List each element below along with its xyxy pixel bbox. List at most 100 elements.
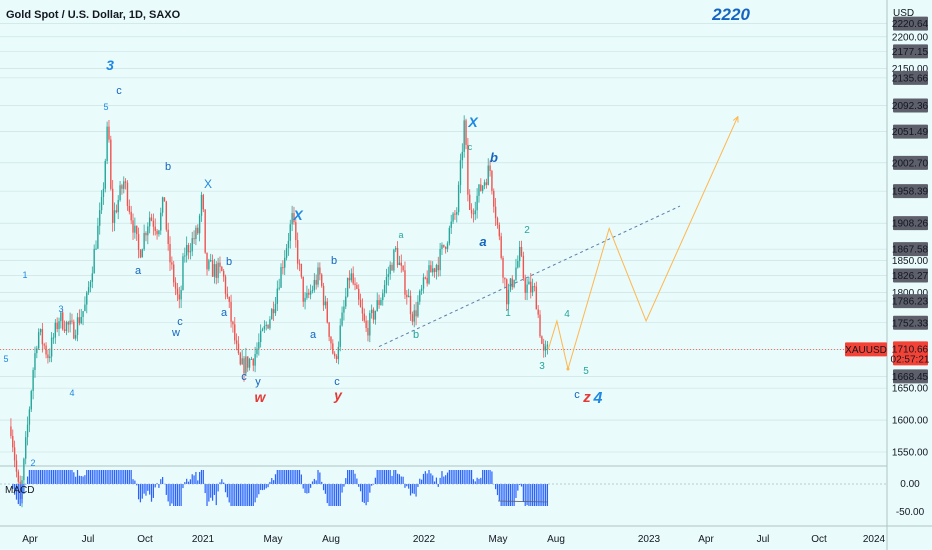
macd-bar — [184, 482, 186, 484]
price-tick-label: 1826.27 — [892, 271, 929, 282]
macd-bar — [84, 475, 86, 484]
candle-body — [450, 221, 452, 228]
candle — [478, 184, 480, 203]
candle — [136, 225, 138, 241]
macd-bar — [376, 470, 378, 484]
candle-body — [543, 343, 545, 351]
price-tick-label: 2002.70 — [892, 158, 929, 169]
macd-bar — [546, 484, 549, 506]
projection-path — [547, 116, 739, 371]
time-tick-label: May — [489, 534, 508, 545]
candles — [10, 115, 549, 508]
macd-bar — [160, 479, 162, 484]
macd-bar — [260, 484, 262, 490]
macd-bar — [152, 484, 154, 498]
candle-body — [456, 212, 458, 215]
time-tick-label: Apr — [698, 534, 714, 545]
candle-body — [82, 311, 84, 317]
candle — [543, 338, 545, 358]
candle — [317, 262, 319, 288]
candle-body — [313, 279, 316, 291]
projection-point — [566, 367, 570, 371]
candle-body — [195, 227, 197, 239]
candle — [224, 274, 227, 300]
candle-body — [500, 236, 502, 258]
candle — [526, 278, 528, 301]
candle-body — [383, 284, 386, 294]
candle-body — [282, 267, 284, 269]
candle-body — [60, 312, 62, 322]
macd-bar — [223, 482, 225, 484]
macd-bar — [67, 470, 69, 484]
time-tick-label: 2023 — [638, 534, 661, 545]
candle-body — [356, 284, 358, 289]
macd-bar — [337, 484, 339, 506]
candle — [413, 304, 415, 328]
candle — [489, 160, 491, 177]
candle — [444, 246, 447, 254]
last-price-tag: 1710.66 — [892, 344, 929, 355]
macd-bar — [210, 484, 212, 498]
price-tick-label: 2200.00 — [892, 32, 929, 43]
candle-body — [148, 217, 151, 227]
candle — [541, 335, 543, 345]
candle — [128, 199, 131, 215]
candle-body — [396, 247, 399, 265]
candle — [245, 347, 247, 376]
wave-label: b — [413, 329, 419, 341]
macd-bar — [211, 484, 214, 501]
macd-bar — [430, 473, 432, 484]
candle — [481, 185, 484, 194]
candle — [372, 307, 375, 324]
candle-body — [293, 213, 295, 223]
macd-bar — [478, 478, 480, 484]
candle-body — [395, 247, 397, 250]
macd-bar — [113, 470, 116, 484]
macd-bar — [513, 484, 515, 506]
candle-body — [126, 182, 129, 206]
macd-bar — [274, 474, 277, 484]
macd-bar — [276, 470, 278, 484]
macd-bar — [487, 470, 489, 484]
candle — [269, 316, 271, 331]
candle — [284, 250, 286, 275]
candle — [400, 254, 402, 273]
macd-bar — [130, 470, 132, 484]
wave-label: c — [116, 85, 122, 97]
macd-bar — [304, 484, 306, 493]
currency-label: USD — [893, 8, 915, 19]
candle — [56, 317, 58, 333]
macd-bar — [237, 484, 240, 506]
macd-bar — [241, 484, 243, 506]
candle-body — [93, 248, 95, 274]
candle-body — [111, 188, 114, 223]
candle-body — [415, 310, 417, 317]
candle-body — [498, 224, 501, 237]
candle — [104, 158, 106, 193]
candle — [49, 348, 51, 363]
macd-bar — [102, 470, 105, 484]
macd-bar — [258, 484, 260, 495]
wave-label: z — [582, 389, 591, 406]
candle-body — [493, 190, 495, 207]
time-tick-label: Oct — [811, 534, 827, 545]
macd-bar — [456, 470, 458, 484]
candle — [293, 206, 295, 225]
candle — [210, 253, 212, 262]
macd-bar — [330, 484, 332, 506]
candle-body — [409, 295, 412, 315]
candle-body — [387, 274, 390, 277]
candle-body — [472, 213, 475, 215]
candle — [419, 289, 421, 305]
candle — [150, 213, 153, 222]
macd-bar — [78, 475, 80, 484]
macd-bar — [280, 470, 282, 484]
price-tag-bg — [893, 70, 928, 85]
macd-bar — [341, 484, 343, 493]
candle — [206, 252, 208, 276]
wave-label: 4 — [593, 390, 603, 407]
candle — [182, 253, 184, 291]
candle — [71, 313, 73, 325]
